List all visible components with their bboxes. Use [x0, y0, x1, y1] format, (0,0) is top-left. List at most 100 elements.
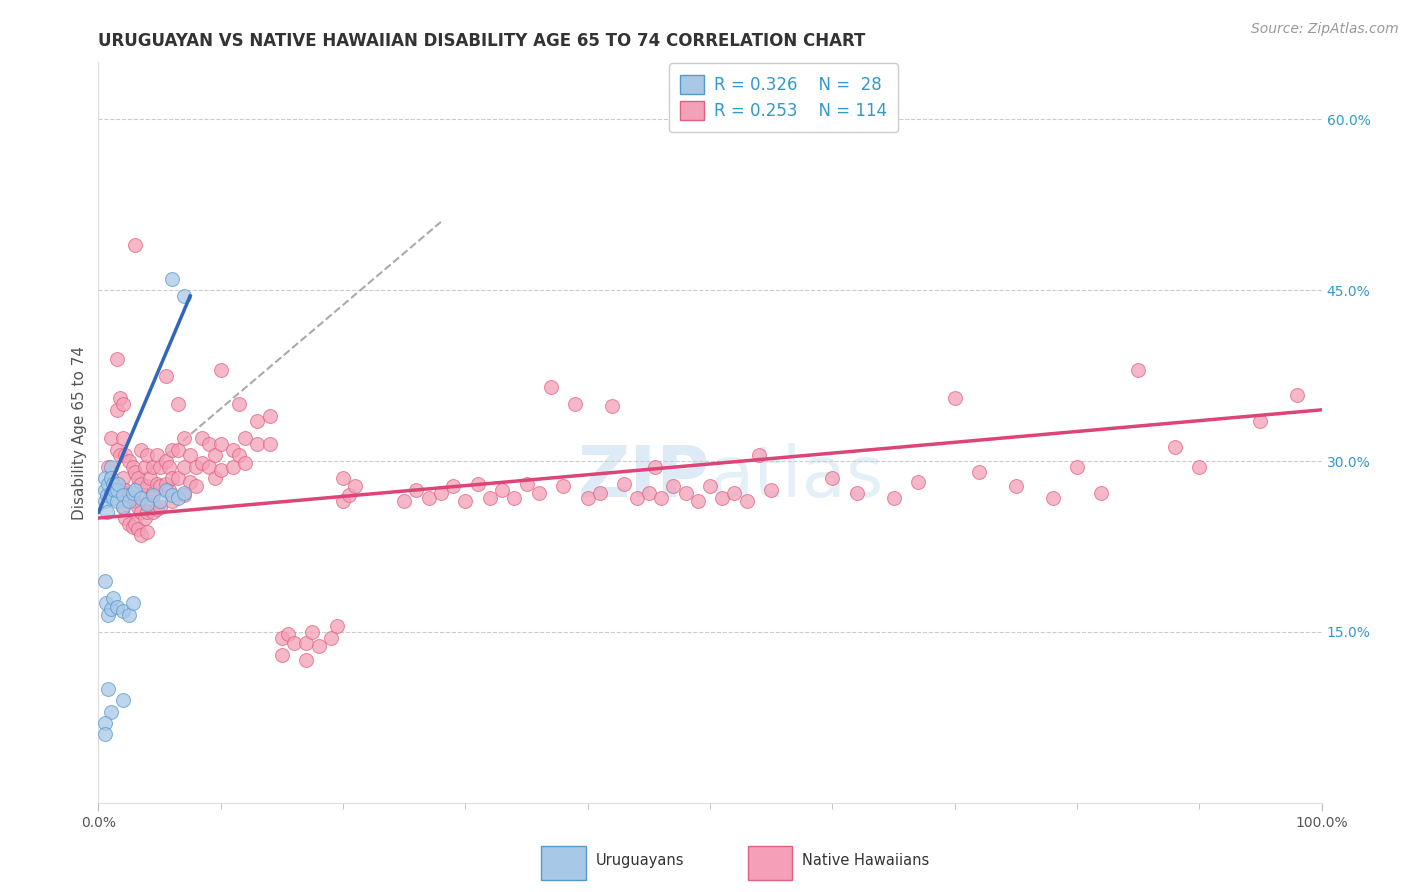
Point: [186, 459, 208, 474]
Point: [186, 479, 208, 493]
Point: [1128, 363, 1150, 377]
Point: [97, 476, 120, 491]
Legend: R = 0.326    N =  28, R = 0.253    N = 114: R = 0.326 N = 28, R = 0.253 N = 114: [668, 63, 898, 132]
Point: [146, 476, 169, 491]
Point: [191, 456, 214, 470]
Point: [600, 400, 623, 414]
Point: [277, 627, 299, 641]
Point: [540, 380, 562, 394]
Point: [155, 368, 177, 383]
Point: [105, 351, 128, 366]
Point: [515, 476, 537, 491]
Point: [93, 716, 115, 731]
Point: [100, 471, 122, 485]
Point: [295, 653, 318, 667]
Point: [1164, 441, 1187, 455]
Point: [626, 491, 648, 505]
Point: [111, 500, 134, 514]
Point: [845, 486, 868, 500]
Y-axis label: Disability Age 65 to 74: Disability Age 65 to 74: [72, 345, 87, 520]
Point: [167, 491, 190, 505]
Point: [96, 505, 118, 519]
Point: [155, 454, 177, 468]
Point: [136, 497, 159, 511]
Point: [149, 459, 172, 474]
Point: [967, 466, 990, 480]
Point: [326, 619, 349, 633]
Text: ZIP: ZIP: [578, 442, 710, 511]
Point: [173, 289, 195, 303]
Point: [1286, 388, 1309, 402]
Point: [101, 491, 124, 505]
Point: [167, 397, 190, 411]
Point: [246, 437, 269, 451]
Point: [1004, 479, 1026, 493]
Point: [686, 494, 709, 508]
Point: [111, 397, 134, 411]
Point: [114, 483, 136, 497]
Point: [105, 442, 128, 457]
Point: [97, 607, 120, 622]
Point: [441, 479, 464, 493]
Point: [332, 494, 354, 508]
Point: [118, 454, 141, 468]
Point: [650, 491, 672, 505]
Point: [129, 442, 152, 457]
Point: [222, 459, 245, 474]
Point: [149, 494, 172, 508]
Point: [155, 483, 177, 497]
Point: [160, 442, 183, 457]
Point: [134, 459, 156, 474]
Point: [111, 471, 134, 485]
Point: [191, 431, 214, 445]
Point: [699, 479, 721, 493]
Text: Source: ZipAtlas.com: Source: ZipAtlas.com: [1251, 22, 1399, 37]
Point: [97, 459, 120, 474]
Point: [1042, 491, 1064, 505]
Point: [173, 459, 195, 474]
Point: [94, 597, 117, 611]
Point: [173, 488, 195, 502]
Point: [142, 505, 165, 519]
Point: [127, 500, 149, 514]
Point: [93, 727, 115, 741]
Point: [105, 402, 128, 417]
Point: [883, 491, 905, 505]
Point: [179, 449, 201, 463]
Point: [121, 486, 143, 500]
Point: [319, 631, 342, 645]
Point: [93, 494, 115, 508]
Point: [149, 500, 172, 514]
Point: [204, 449, 226, 463]
Point: [222, 442, 245, 457]
Point: [105, 476, 128, 491]
Point: [337, 488, 360, 502]
Point: [723, 486, 745, 500]
Point: [114, 449, 136, 463]
Point: [503, 491, 526, 505]
Point: [209, 363, 232, 377]
Point: [160, 494, 183, 508]
Point: [124, 494, 146, 508]
Point: [233, 431, 256, 445]
Point: [127, 471, 149, 485]
Point: [589, 486, 612, 500]
Point: [136, 505, 159, 519]
Point: [204, 471, 226, 485]
Point: [118, 516, 141, 531]
Point: [136, 449, 159, 463]
Point: [527, 486, 550, 500]
Point: [418, 491, 440, 505]
Point: [209, 463, 232, 477]
Point: [711, 491, 734, 505]
Point: [101, 476, 124, 491]
Point: [761, 483, 783, 497]
Point: [124, 466, 146, 480]
Point: [136, 524, 159, 539]
Point: [491, 483, 513, 497]
Point: [103, 483, 125, 497]
Point: [118, 494, 141, 508]
Point: [821, 471, 844, 485]
Point: [405, 483, 427, 497]
Point: [233, 456, 256, 470]
